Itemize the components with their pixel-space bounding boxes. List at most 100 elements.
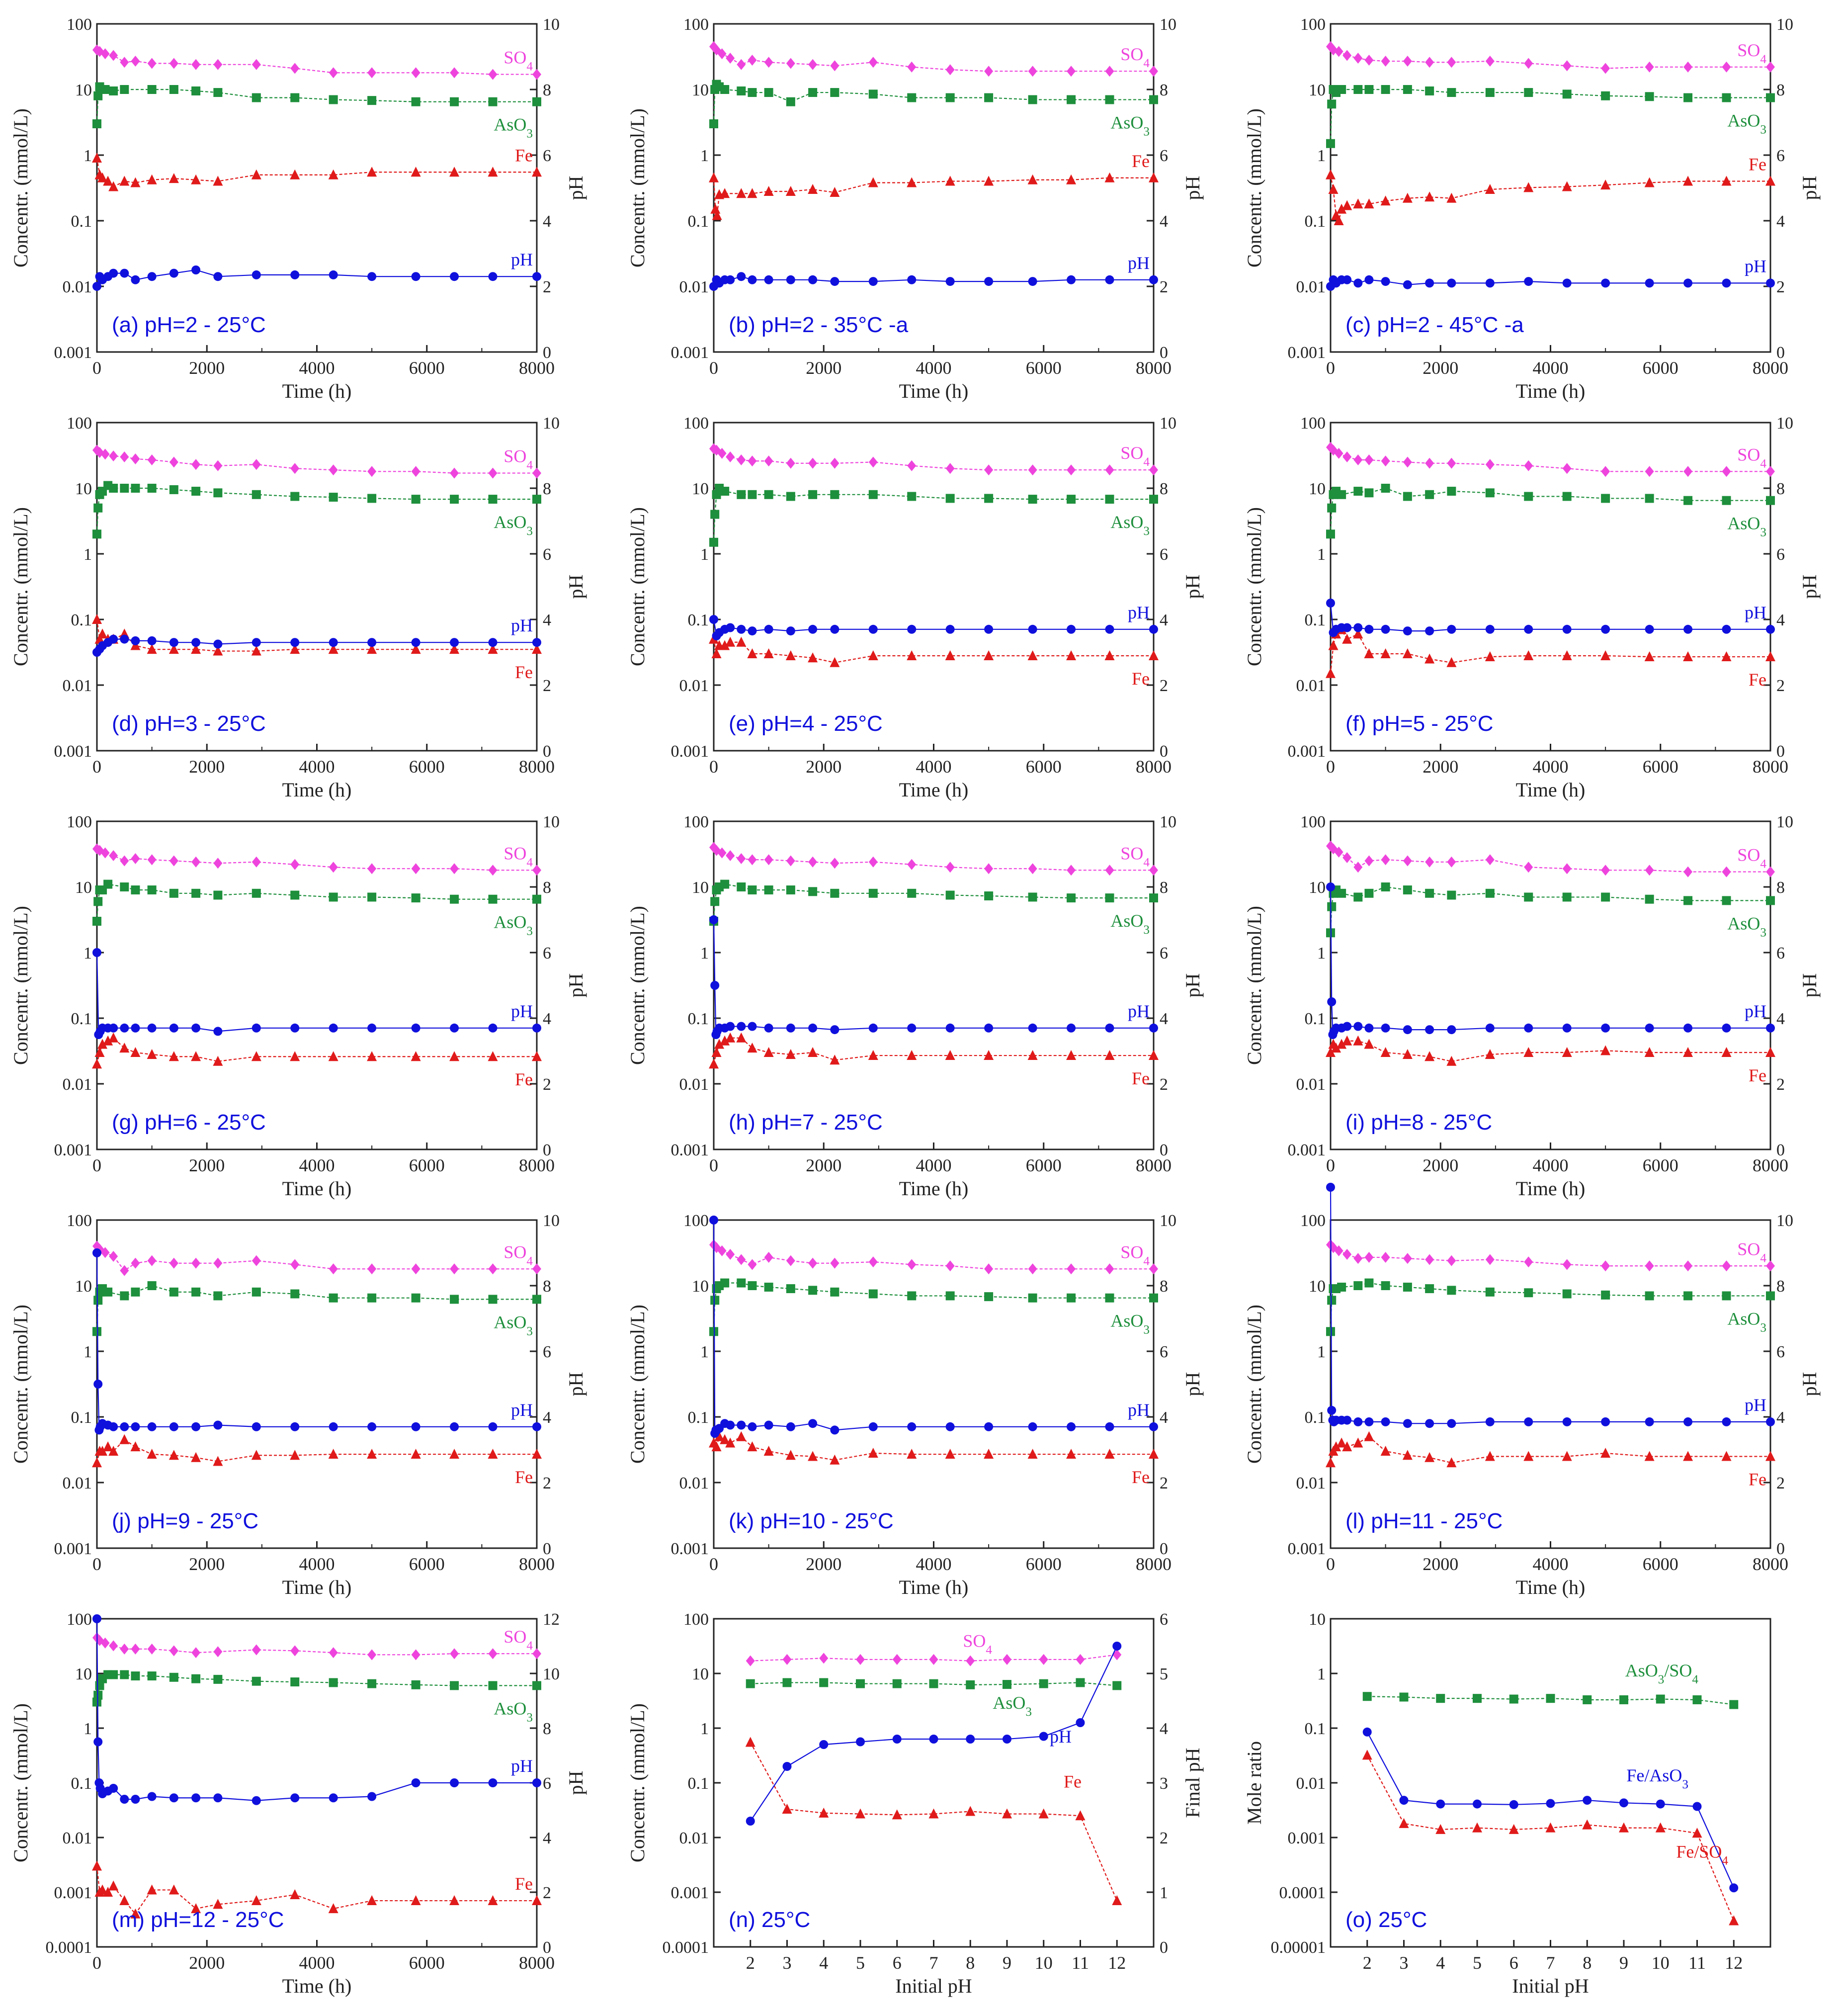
data-point-so4 <box>764 1252 773 1263</box>
data-point-aso3 <box>786 885 795 895</box>
x-tick-label: 2000 <box>1423 1155 1458 1175</box>
data-point-aso3 <box>1425 490 1434 499</box>
series-line-ph <box>1330 886 1770 1035</box>
data-point-aso3 <box>1645 494 1654 503</box>
data-point-aso3 <box>120 1670 129 1679</box>
data-point-so4 <box>717 847 727 859</box>
y-tick-label: 1 <box>84 1343 92 1361</box>
data-point-ph <box>1425 626 1434 636</box>
data-point-fe-so4 <box>1655 1822 1666 1833</box>
series-label-aso3: AsO3 <box>1110 1311 1150 1337</box>
x-tick-label: 8000 <box>519 1155 555 1175</box>
y2-tick-label: 0 <box>543 344 551 362</box>
series-label-aso3: AsO3 <box>494 115 533 141</box>
data-point-ph <box>1327 997 1337 1006</box>
series-label-fe: Fe <box>1132 1068 1150 1088</box>
series-line-so4 <box>1330 845 1770 873</box>
data-point-fe-aso3 <box>1692 1802 1702 1811</box>
x-tick-label: 0 <box>92 1554 101 1574</box>
data-point-ph <box>1645 1023 1654 1033</box>
data-point-fe <box>1331 1043 1341 1053</box>
data-point-fe <box>1523 1047 1534 1057</box>
data-point-fe-so4 <box>1472 1822 1482 1833</box>
data-point-aso3 <box>764 885 773 895</box>
data-point-fe <box>168 1884 179 1895</box>
data-point-ph <box>367 1023 377 1033</box>
data-point-so4 <box>1149 865 1158 876</box>
data-point-aso3 <box>1149 495 1158 504</box>
x-tick-label: 0 <box>1326 358 1335 378</box>
y2-tick-label: 8 <box>543 878 551 897</box>
data-point-fe <box>449 644 460 654</box>
data-point-fe-aso3 <box>1473 1799 1482 1809</box>
y2-axis-title: pH <box>1181 1372 1204 1397</box>
data-point-fe <box>213 1456 223 1466</box>
data-point-aso3 <box>120 85 129 94</box>
data-point-fe <box>532 1449 542 1459</box>
data-point-fe <box>868 1050 878 1060</box>
y-tick-label: 100 <box>67 414 92 433</box>
data-point-ph <box>1342 1415 1352 1425</box>
y2-tick-label: 8 <box>543 1720 551 1738</box>
data-point-fe <box>1104 650 1115 660</box>
data-point-fe <box>945 650 955 660</box>
data-point-aso3 <box>147 85 157 94</box>
data-point-ph <box>1003 1735 1011 1744</box>
series-label-ph: pH <box>1050 1727 1072 1747</box>
data-point-fe <box>1721 651 1732 662</box>
data-point-aso3-so4 <box>1619 1695 1628 1704</box>
data-point-so4 <box>1645 61 1654 73</box>
data-point-fe <box>103 1441 113 1452</box>
data-point-fe <box>984 1449 994 1459</box>
data-point-ph <box>488 638 498 647</box>
data-point-so4 <box>1364 1252 1374 1263</box>
data-point-aso3 <box>120 484 129 493</box>
data-point-aso3-so4 <box>1399 1692 1409 1702</box>
series-line-so4 <box>96 1637 537 1656</box>
x-tick-label: 12 <box>1725 1953 1743 1973</box>
series-line-ph <box>96 1618 537 1801</box>
data-point-fe <box>449 1051 460 1061</box>
series-label-so4: SO4 <box>503 1627 533 1653</box>
data-point-aso3 <box>1067 95 1076 104</box>
data-point-aso3 <box>329 1293 338 1303</box>
data-point-aso3 <box>1327 99 1337 109</box>
data-point-ph <box>290 270 300 279</box>
data-point-aso3 <box>966 1680 975 1689</box>
x-tick-label: 0 <box>1326 757 1335 777</box>
data-point-ph <box>907 275 917 284</box>
data-point-fe <box>745 1737 755 1747</box>
data-point-fe <box>1523 650 1534 660</box>
data-point-fe <box>714 1431 725 1441</box>
y-tick-label: 10 <box>75 81 92 99</box>
y2-tick-label: 4 <box>1160 212 1168 231</box>
data-point-aso3 <box>92 1697 101 1707</box>
data-point-fe <box>1364 648 1374 659</box>
data-point-ph <box>532 1422 541 1431</box>
series-line-ph <box>1330 278 1770 287</box>
data-point-so4 <box>1028 464 1037 476</box>
series-line-aso3-so4 <box>1367 1696 1734 1705</box>
data-point-so4 <box>109 1250 118 1262</box>
data-point-fe <box>488 1051 498 1061</box>
data-point-so4 <box>737 853 746 865</box>
data-point-ph <box>907 1023 917 1033</box>
data-point-fe <box>449 1895 460 1906</box>
data-point-fe <box>763 1446 774 1456</box>
data-point-fe <box>720 1434 730 1444</box>
data-point-ph <box>213 272 223 281</box>
data-point-aso3 <box>290 890 300 900</box>
data-point-ph <box>1342 1022 1352 1031</box>
data-point-so4 <box>808 59 818 70</box>
data-point-so4 <box>120 451 129 463</box>
series-label-so4: SO4 <box>503 843 533 869</box>
data-point-fe <box>1337 203 1347 214</box>
data-point-aso3 <box>147 484 157 493</box>
y-tick-label: 0.1 <box>1305 1720 1326 1738</box>
data-point-aso3 <box>532 1295 541 1304</box>
data-point-aso3 <box>1722 896 1731 905</box>
x-tick-label: 6000 <box>409 1953 445 1973</box>
data-point-fe <box>411 1449 421 1459</box>
data-point-so4 <box>726 451 735 463</box>
y2-tick-label: 10 <box>1776 414 1793 433</box>
